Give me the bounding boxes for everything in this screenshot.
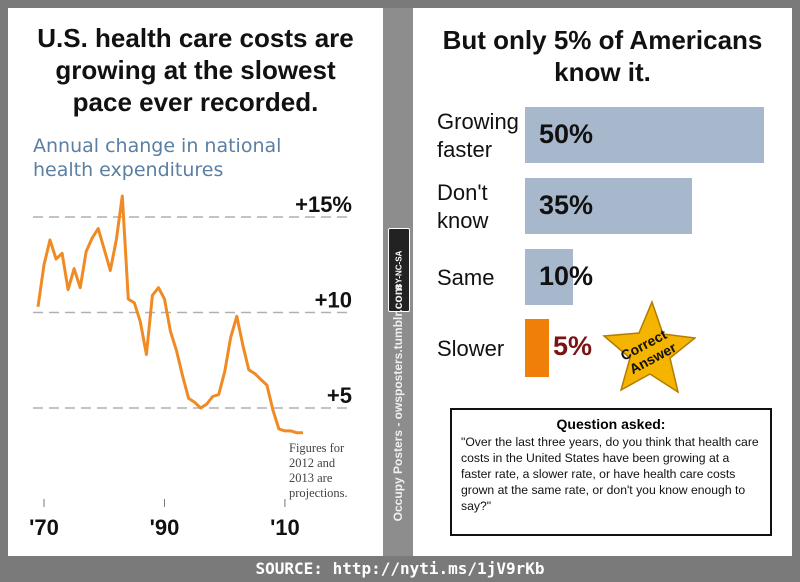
- bar: [525, 107, 764, 163]
- bar-value-label: 35%: [539, 190, 594, 220]
- footnote-line: Figures for: [289, 441, 345, 455]
- footnote: Figures for 2012 and 2013 are projection…: [289, 441, 348, 500]
- right-panel: But only 5% of Americans know it. Growin…: [413, 8, 792, 556]
- x-tick-label: '70: [29, 515, 59, 540]
- footnote-line: 2013 are: [289, 471, 333, 485]
- line-chart: +15% +10 +5 '70 '90 '10 Figures for 2012 and …: [29, 192, 353, 540]
- right-title-line: know it.: [554, 57, 651, 87]
- bar-value-label: 5%: [553, 331, 593, 361]
- footnote-line: projections.: [289, 486, 348, 500]
- question-box: Question asked: "Over the last three yea…: [450, 408, 772, 536]
- left-title-line: pace ever recorded.: [72, 87, 319, 117]
- bar: [525, 249, 573, 305]
- license-badge: BY-NC-SA: [388, 228, 410, 312]
- bar: [525, 178, 693, 234]
- x-tick-label: '10: [270, 515, 300, 540]
- series-line: [36, 194, 303, 435]
- question-heading: Question asked:: [556, 416, 666, 432]
- bar-category-label: faster: [437, 137, 493, 162]
- divider-strip: BY-NC-SA Occupy Posters - owsposters.tum…: [383, 8, 413, 556]
- star-icon: Correct Answer: [602, 299, 696, 394]
- footnote-line: 2012 and: [289, 456, 336, 470]
- bar-category-label: Growing: [437, 109, 519, 134]
- y-tick-label: +5: [327, 383, 352, 408]
- left-title: U.S. health care costs are growing at th…: [8, 22, 383, 118]
- right-title-line: But only 5% of Americans: [442, 25, 763, 55]
- license-text: BY-NC-SA: [394, 250, 404, 290]
- left-title-line: U.S. health care costs are: [37, 23, 354, 53]
- x-tick-label: '90: [150, 515, 180, 540]
- y-tick-label: +10: [315, 288, 352, 313]
- credit-text: Occupy Posters - owsposters.tumblr.com: [391, 284, 405, 522]
- bar-category-label: Same: [437, 265, 495, 290]
- bar: [525, 319, 549, 377]
- bar-value-label: 10%: [539, 261, 594, 291]
- bar-category-label: Slower: [437, 336, 505, 361]
- chart-subtitle-line: Annual change in national: [33, 135, 282, 157]
- question-text: "Over the last three years, do you think…: [461, 435, 759, 513]
- bar-category-label: know: [437, 208, 489, 233]
- right-title: But only 5% of Americans know it.: [413, 24, 792, 88]
- chart-subtitle-line: health expenditures: [33, 159, 224, 181]
- chart-subtitle: Annual change in national health expendi…: [33, 134, 281, 182]
- y-tick-label: +15%: [295, 192, 352, 217]
- bar-value-label: 50%: [539, 119, 594, 149]
- left-title-line: growing at the slowest: [55, 55, 336, 85]
- source-footer: SOURCE: http://nyti.ms/1jV9rKb: [255, 559, 545, 578]
- bar-category-label: Don't: [437, 180, 488, 205]
- left-panel: U.S. health care costs are growing at th…: [8, 8, 383, 556]
